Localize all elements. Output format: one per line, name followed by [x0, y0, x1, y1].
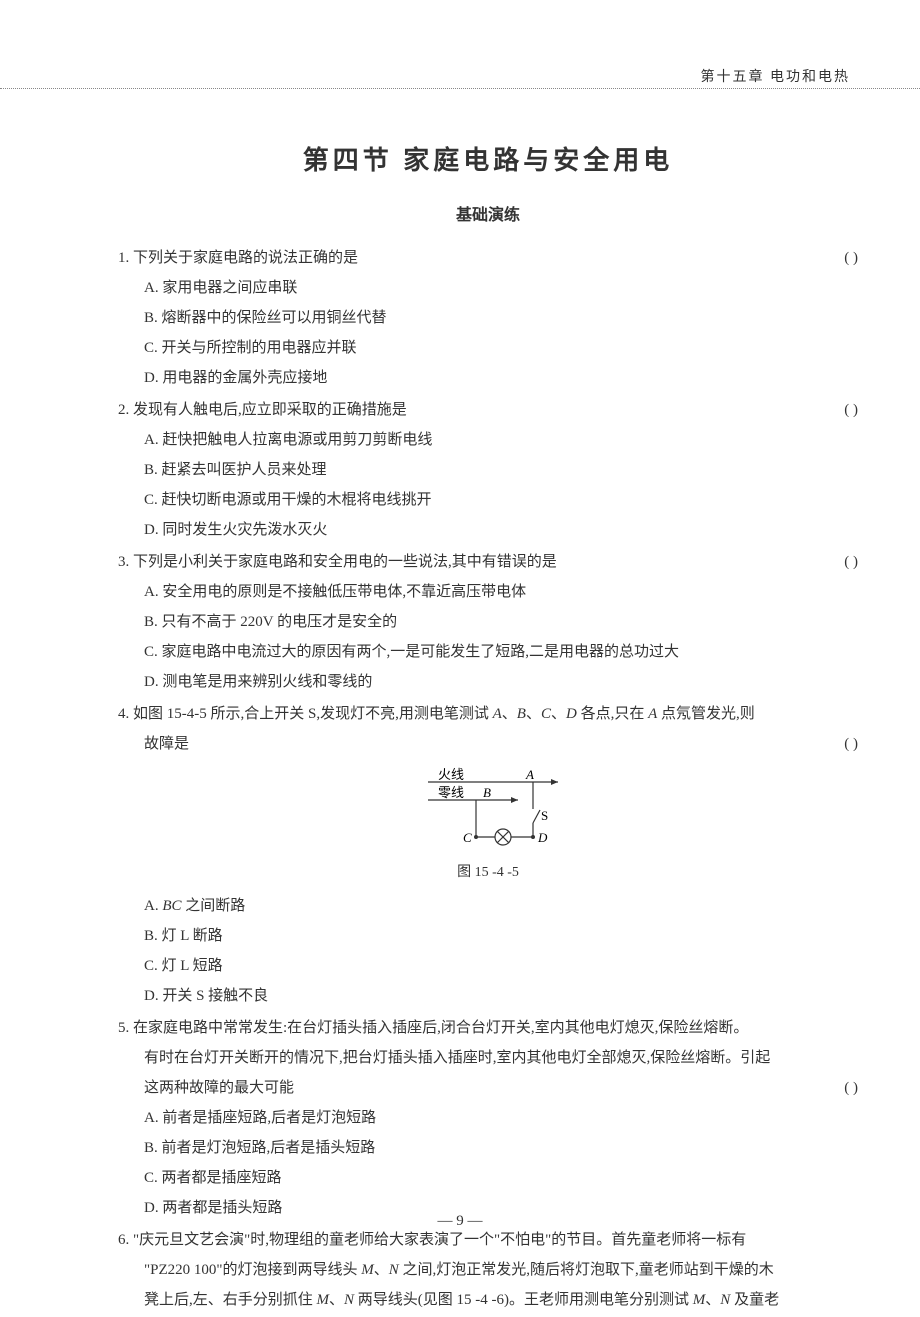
q6-l2-p1: "PZ220 100"的灯泡接到两导线头 — [144, 1262, 361, 1278]
subsection-title: 基础演练 — [118, 201, 858, 225]
q4-p6: 点氖管发光,则 — [657, 706, 755, 722]
question-2: 2. 发现有人触电后,应立即采取的正确措施是 ( ) A. 赶快把触电人拉离电源… — [118, 395, 858, 545]
q6-l3-p2: 两导线头(见图 15 -4 -6)。王老师用测电笔分别测试 — [354, 1292, 693, 1308]
q1-optC: C. 开关与所控制的用电器应并联 — [144, 333, 858, 363]
q2-optC: C. 赶快切断电源或用干燥的木棍将电线挑开 — [144, 485, 858, 515]
fig-S-label: S — [541, 808, 548, 823]
q6-l3-M: M — [317, 1292, 330, 1308]
circuit-diagram-icon: 火线 A 零线 B S C D — [398, 767, 578, 857]
q4-stem-line2: 故障是 — [144, 736, 189, 752]
q5-line3: 这两种故障的最大可能 — [144, 1080, 294, 1096]
section-title: 第四节 家庭电路与安全用电 — [118, 140, 858, 177]
q4-figure-caption: 图 15 -4 -5 — [118, 859, 858, 887]
q3-optA: A. 安全用电的原则是不接触低压带电体,不靠近高压带电体 — [144, 577, 858, 607]
page-number: — 9 — — [0, 1213, 920, 1230]
fig-D-label: D — [537, 830, 548, 845]
q6-l3-p3: 及童老 — [730, 1292, 779, 1308]
q4-Apt: A — [648, 706, 657, 722]
q5-paren: ( ) — [844, 1073, 858, 1103]
q6-line2: "PZ220 100"的灯泡接到两导线头 M、N 之间,灯泡正常发光,随后将灯泡… — [118, 1255, 858, 1285]
q6-l2-p2: 之间,灯泡正常发光,随后将灯泡取下,童老师站到干燥的木 — [399, 1262, 774, 1278]
q5-line2: 有时在台灯开关断开的情况下,把台灯插头插入插座时,室内其他电灯全部熄灭,保险丝熔… — [118, 1043, 858, 1073]
q4-optA-BC: BC — [162, 898, 181, 914]
q6-l3-dot2: 、 — [705, 1292, 720, 1308]
q1-optB: B. 熔断器中的保险丝可以用铜丝代替 — [144, 303, 858, 333]
q4-optA-pre: A. — [144, 898, 162, 914]
fig-fire-label: 火线 — [438, 767, 464, 782]
q4-optB: B. 灯 L 断路 — [144, 921, 858, 951]
q4-optC: C. 灯 L 短路 — [144, 951, 858, 981]
q6-l3-N: N — [344, 1292, 354, 1308]
q1-optA: A. 家用电器之间应串联 — [144, 273, 858, 303]
q4-stem-p1: 4. 如图 15-4-5 所示,合上开关 S,发现灯不亮,用测电笔测试 — [118, 706, 493, 722]
main-content: 第四节 家庭电路与安全用电 基础演练 1. 下列关于家庭电路的说法正确的是 ( … — [118, 140, 858, 1317]
fig-B-label: B — [483, 785, 491, 800]
q4-stem-line1: 4. 如图 15-4-5 所示,合上开关 S,发现灯不亮,用测电笔测试 A、B、… — [118, 699, 858, 729]
q4-B: B — [517, 706, 526, 722]
q4-optA: A. BC 之间断路 — [144, 891, 858, 921]
fig-A-label: A — [525, 767, 534, 782]
q2-stem: 2. 发现有人触电后,应立即采取的正确措施是 — [118, 402, 407, 418]
q4-figure: 火线 A 零线 B S C D 图 15 - — [118, 767, 858, 887]
q6-l2-N: N — [389, 1262, 399, 1278]
q3-paren: ( ) — [844, 547, 858, 577]
q3-optB: B. 只有不高于 220V 的电压才是安全的 — [144, 607, 858, 637]
question-3: 3. 下列是小利关于家庭电路和安全用电的一些说法,其中有错误的是 ( ) A. … — [118, 547, 858, 697]
q5-optA: A. 前者是插座短路,后者是灯泡短路 — [144, 1103, 858, 1133]
q6-l3-p1: 凳上后,左、右手分别抓住 — [144, 1292, 317, 1308]
q4-C: C — [541, 706, 551, 722]
q4-D: D — [566, 706, 577, 722]
fig-zero-label: 零线 — [438, 785, 464, 800]
q2-paren: ( ) — [844, 395, 858, 425]
q4-A: A — [493, 706, 502, 722]
q4-p4: 、 — [551, 706, 566, 722]
q2-optA: A. 赶快把触电人拉离电源或用剪刀剪断电线 — [144, 425, 858, 455]
q1-optD: D. 用电器的金属外壳应接地 — [144, 363, 858, 393]
q6-l3-N2: N — [720, 1292, 730, 1308]
q2-optB: B. 赶紧去叫医护人员来处理 — [144, 455, 858, 485]
header-divider — [0, 88, 920, 89]
q4-p3: 、 — [526, 706, 541, 722]
q6-l2-M: M — [361, 1262, 374, 1278]
q1-stem: 1. 下列关于家庭电路的说法正确的是 — [118, 250, 358, 266]
q4-paren: ( ) — [844, 729, 858, 759]
q2-optD: D. 同时发生火灾先泼水灭火 — [144, 515, 858, 545]
q5-optB: B. 前者是灯泡短路,后者是插头短路 — [144, 1133, 858, 1163]
q4-optA-post: 之间断路 — [182, 898, 246, 914]
q6-l2-dot: 、 — [374, 1262, 389, 1278]
question-5: 5. 在家庭电路中常常发生:在台灯插头插入插座后,闭合台灯开关,室内其他电灯熄灭… — [118, 1013, 858, 1223]
question-4: 4. 如图 15-4-5 所示,合上开关 S,发现灯不亮,用测电笔测试 A、B、… — [118, 699, 858, 1011]
q6-l3-dot: 、 — [329, 1292, 344, 1308]
fig-C-label: C — [463, 830, 472, 845]
question-6: 6. "庆元旦文艺会演"时,物理组的童老师给大家表演了一个"不怕电"的节目。首先… — [118, 1225, 858, 1315]
chapter-header: 第十五章 电功和电热 — [701, 66, 851, 86]
question-1: 1. 下列关于家庭电路的说法正确的是 ( ) A. 家用电器之间应串联 B. 熔… — [118, 243, 858, 393]
q3-optC: C. 家庭电路中电流过大的原因有两个,一是可能发生了短路,二是用电器的总功过大 — [144, 637, 858, 667]
q3-optD: D. 测电笔是用来辨别火线和零线的 — [144, 667, 858, 697]
q3-stem: 3. 下列是小利关于家庭电路和安全用电的一些说法,其中有错误的是 — [118, 554, 557, 570]
q5-line1: 5. 在家庭电路中常常发生:在台灯插头插入插座后,闭合台灯开关,室内其他电灯熄灭… — [118, 1013, 858, 1043]
q6-line3: 凳上后,左、右手分别抓住 M、N 两导线头(见图 15 -4 -6)。王老师用测… — [118, 1285, 858, 1315]
q4-p2: 、 — [502, 706, 517, 722]
q5-optC: C. 两者都是插座短路 — [144, 1163, 858, 1193]
q4-p5: 各点,只在 — [577, 706, 648, 722]
q1-paren: ( ) — [844, 243, 858, 273]
q4-optD: D. 开关 S 接触不良 — [144, 981, 858, 1011]
q6-l3-M2: M — [693, 1292, 706, 1308]
